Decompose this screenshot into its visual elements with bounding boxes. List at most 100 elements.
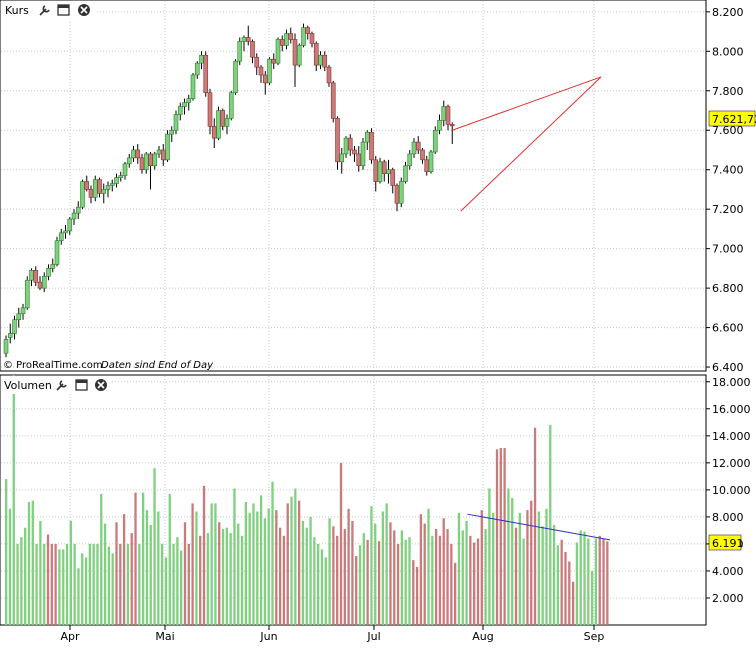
volume-tick-label: 8.000 — [712, 511, 744, 524]
price-close-icon[interactable] — [78, 4, 90, 16]
candle-body — [267, 58, 272, 84]
volume-bar — [278, 527, 282, 625]
candle-body — [428, 151, 434, 172]
volume-trendline[interactable] — [467, 513, 611, 541]
candle — [71, 209, 77, 225]
volume-bar — [564, 552, 567, 625]
candle-body — [148, 153, 153, 167]
candle-body — [228, 92, 234, 119]
price-wrench-icon[interactable] — [39, 5, 50, 16]
volume-bar — [145, 510, 149, 625]
candle — [415, 136, 421, 154]
volume-window-icon[interactable] — [75, 379, 88, 391]
volume-bar — [465, 520, 468, 625]
price-last-value-badge: 7.621,72 — [708, 110, 756, 127]
candle-body — [250, 41, 255, 58]
volume-bar — [530, 500, 533, 625]
candle-body — [390, 169, 396, 186]
price-tick-label: 7.400 — [712, 164, 744, 177]
price-window-icon[interactable] — [57, 4, 70, 16]
candle-body — [16, 313, 22, 320]
price-trendline[interactable] — [460, 76, 602, 212]
candle — [97, 177, 102, 198]
candle-body — [398, 181, 404, 204]
price-trendline[interactable] — [452, 76, 602, 131]
volume-bar — [457, 512, 461, 625]
candle-body — [279, 39, 285, 46]
volume-grid — [1, 376, 705, 624]
candle — [54, 236, 60, 267]
volume-bar — [575, 542, 579, 625]
volume-bar — [415, 566, 419, 625]
candle — [135, 144, 141, 164]
candle-body — [224, 118, 230, 127]
candle-body — [203, 54, 209, 94]
volume-bar — [81, 553, 84, 625]
candle-body — [313, 43, 319, 66]
candle — [109, 179, 115, 192]
candle-body — [139, 157, 145, 171]
volume-bar — [503, 447, 506, 625]
volume-bar — [168, 493, 171, 625]
volume-tick-label: 16.000 — [712, 403, 751, 416]
volume-bar — [77, 568, 80, 625]
candle — [114, 173, 119, 188]
time-tick-label: Jul — [366, 630, 380, 643]
candle-body — [207, 92, 213, 127]
candle-body — [275, 39, 281, 64]
candle — [33, 266, 39, 287]
price-tick-label: 8.200 — [712, 6, 744, 19]
volume-bar — [233, 488, 236, 625]
volume-bar — [50, 543, 53, 625]
volume-bar — [8, 508, 12, 625]
price-panel-frame — [0, 0, 707, 372]
candle — [7, 323, 13, 344]
volume-bar — [248, 512, 251, 625]
candle — [63, 224, 68, 239]
price-panel-title: Kurs — [5, 4, 29, 17]
volume-bar — [545, 508, 548, 625]
volume-bar — [343, 529, 346, 625]
candle — [24, 276, 30, 310]
volume-close-icon[interactable] — [95, 379, 107, 391]
candle-body — [364, 131, 370, 143]
candle — [224, 114, 230, 135]
volume-bar — [39, 520, 42, 625]
volume-bar — [172, 543, 175, 625]
candle — [3, 335, 9, 358]
candle — [301, 23, 306, 48]
volume-bar — [370, 506, 373, 625]
candle-body — [97, 179, 102, 194]
volume-bar — [336, 535, 339, 625]
volume-bar — [347, 508, 350, 625]
volume-bar — [450, 543, 453, 625]
volume-bar — [12, 375, 15, 625]
candle — [58, 228, 64, 245]
candle — [186, 94, 192, 111]
volume-wrench-icon[interactable] — [56, 380, 67, 391]
candle-body — [122, 163, 128, 176]
volume-bar — [473, 542, 476, 625]
volume-bar — [286, 503, 289, 625]
candle — [339, 148, 345, 174]
candle-body — [258, 66, 264, 76]
candle-body — [186, 98, 192, 103]
candle — [207, 88, 213, 135]
candle — [369, 128, 374, 164]
candle-body — [177, 106, 183, 115]
volume-bar — [183, 522, 187, 625]
volume-bar — [332, 526, 335, 625]
time-tick-label: Mai — [155, 630, 174, 643]
price-tick-label: 7.600 — [712, 124, 744, 137]
candle-body — [245, 37, 251, 42]
candle — [152, 151, 158, 170]
volume-bar — [107, 546, 111, 625]
volume-bar — [134, 492, 137, 625]
candle-body — [84, 181, 90, 190]
candle-body — [381, 161, 387, 174]
volume-bar — [126, 543, 130, 625]
volume-bar — [275, 510, 278, 625]
volume-bar — [294, 488, 297, 625]
candle — [16, 307, 22, 328]
candle — [190, 73, 196, 101]
